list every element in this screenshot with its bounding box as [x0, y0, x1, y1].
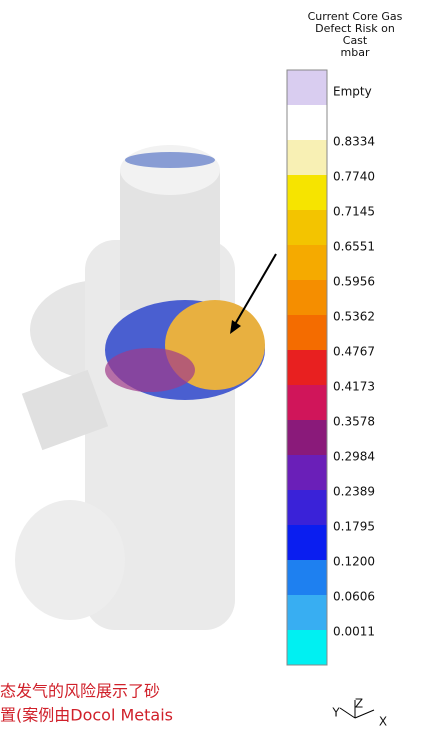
legend-band	[287, 385, 327, 420]
legend-label: 0.5956	[333, 275, 375, 289]
legend-band	[287, 560, 327, 595]
defect-zone	[125, 152, 215, 168]
axis-label: Z	[355, 697, 363, 711]
legend-band	[287, 595, 327, 630]
legend-band	[287, 630, 327, 665]
legend-band	[287, 490, 327, 525]
legend-label: 0.0011	[333, 625, 375, 639]
legend-label: 0.4173	[333, 380, 375, 394]
axis-triad: Y Z X	[331, 697, 387, 729]
legend-label: 0.2389	[333, 485, 375, 499]
legend-band	[287, 350, 327, 385]
defect-zone	[105, 348, 195, 392]
legend-label: 0.2984	[333, 450, 375, 464]
legend-label: 0.4767	[333, 345, 375, 359]
axis-label: Y	[331, 706, 340, 720]
legend-label: 0.8334	[333, 135, 375, 149]
pipe	[15, 500, 125, 620]
axis-line	[340, 708, 355, 718]
legend-label: Empty	[333, 85, 372, 99]
axis-label: X	[379, 715, 387, 729]
screen: Current Core GasDefect Risk onCastmbarEm…	[0, 0, 427, 751]
legend-band	[287, 420, 327, 455]
legend-label: 0.7740	[333, 170, 375, 184]
legend-label: 0.5362	[333, 310, 375, 324]
legend-band	[287, 175, 327, 210]
legend-band	[287, 70, 327, 105]
legend-band	[287, 105, 327, 140]
legend-band	[287, 245, 327, 280]
legend-band	[287, 315, 327, 350]
axis-line	[355, 710, 374, 718]
legend-band	[287, 140, 327, 175]
legend-band	[287, 280, 327, 315]
legend-label: 0.0606	[333, 590, 375, 604]
legend-label: 0.7145	[333, 205, 375, 219]
caption-line: 态发气的风险展示了砂	[0, 682, 160, 701]
legend-label: 0.3578	[333, 415, 375, 429]
caption-line: 置(案例由Docol Metais	[0, 706, 173, 725]
legend-band	[287, 525, 327, 560]
legend-title: mbar	[341, 46, 370, 59]
casting-render	[15, 145, 276, 630]
caption: 态发气的风险展示了砂 置(案例由Docol Metais	[0, 682, 173, 725]
legend-band	[287, 455, 327, 490]
legend-label: 0.1200	[333, 555, 375, 569]
legend-label: 0.6551	[333, 240, 375, 254]
arrow	[234, 254, 276, 326]
legend-label: 0.1795	[333, 520, 375, 534]
legend-band	[287, 210, 327, 245]
